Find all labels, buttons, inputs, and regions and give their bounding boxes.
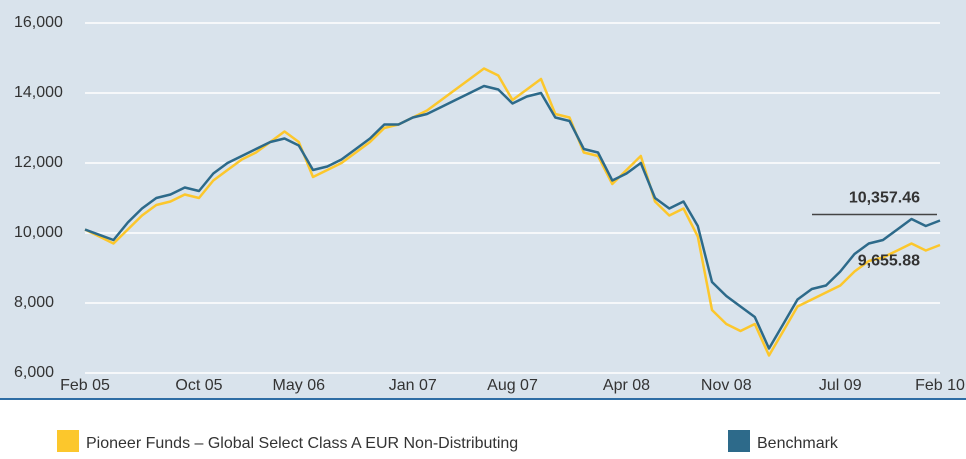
value-label: 9,655.88 <box>858 252 920 269</box>
x-tick-label: Apr 08 <box>603 377 650 394</box>
y-tick-label: 16,000 <box>14 14 63 31</box>
y-tick-label: 8,000 <box>14 294 54 311</box>
x-tick-label: Nov 08 <box>701 377 752 394</box>
line-series <box>84 67 941 357</box>
x-tick-label: May 06 <box>273 377 326 394</box>
x-tick-label: Jul 09 <box>819 377 862 394</box>
legend-label: Pioneer Funds – Global Select Class A EU… <box>86 435 518 452</box>
y-tick-label: 12,000 <box>14 154 63 171</box>
x-tick-label: Aug 07 <box>487 377 538 394</box>
y-tick-label: 6,000 <box>14 364 54 381</box>
value-label: 10,357.46 <box>849 190 920 207</box>
legend-swatch <box>57 430 79 452</box>
x-tick-label: Oct 05 <box>175 377 222 394</box>
legend-label: Benchmark <box>757 435 839 452</box>
x-tick-label: Jan 07 <box>389 377 437 394</box>
plot-background <box>0 0 966 398</box>
y-tick-label: 10,000 <box>14 224 63 241</box>
x-tick-label: Feb 05 <box>60 377 110 394</box>
y-tick-label: 14,000 <box>14 84 63 101</box>
legend-swatch <box>728 430 750 452</box>
line-series <box>84 84 941 350</box>
x-tick-label: Feb 10 <box>915 377 965 394</box>
